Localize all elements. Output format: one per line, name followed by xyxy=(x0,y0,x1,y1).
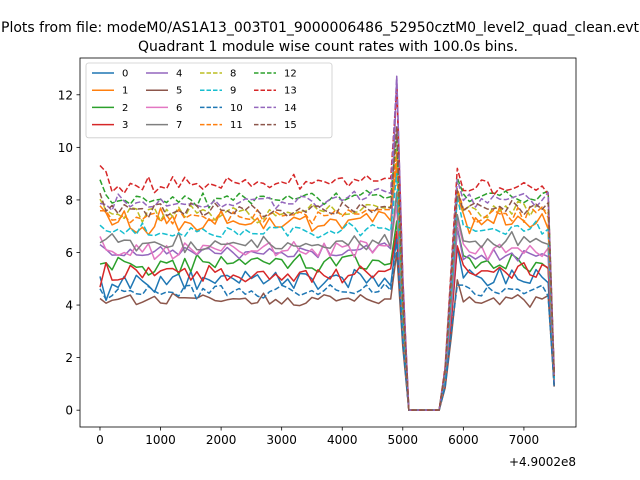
plot-frame xyxy=(79,57,577,428)
x-tick-label: 0 xyxy=(96,433,104,447)
series-line-11 xyxy=(99,151,555,411)
legend-label-8: 8 xyxy=(230,69,236,80)
series-line-6 xyxy=(99,204,555,411)
series-line-0 xyxy=(99,235,555,411)
x-tick-label: 5000 xyxy=(388,433,419,447)
x-offset-label: +4.9002e8 xyxy=(509,455,576,469)
series-line-3 xyxy=(99,230,555,411)
y-tick-label: 12 xyxy=(58,88,73,102)
legend-label-12: 12 xyxy=(284,69,297,80)
figure-suptitle: Plots from file: modeM0/AS1A13_003T01_90… xyxy=(1,20,639,36)
legend-label-14: 14 xyxy=(284,103,297,114)
x-tick-label: 4000 xyxy=(327,433,358,447)
chart-title: Quadrant 1 module wise count rates with … xyxy=(138,39,518,55)
x-tick-label: 3000 xyxy=(266,433,297,447)
series-line-1 xyxy=(99,162,555,411)
y-tick-label: 8 xyxy=(65,193,73,207)
legend-label-3: 3 xyxy=(122,120,128,131)
series-line-2 xyxy=(99,220,555,411)
legend-label-11: 11 xyxy=(230,120,243,131)
legend-label-1: 1 xyxy=(122,86,128,97)
legend-label-10: 10 xyxy=(230,103,243,114)
legend-label-7: 7 xyxy=(176,120,182,131)
series-line-5 xyxy=(99,251,555,411)
x-tick-label: 7000 xyxy=(509,433,540,447)
y-tick-label: 6 xyxy=(65,246,73,260)
x-tick-label: 6000 xyxy=(448,433,479,447)
x-axis: 0 1000 2000 3000 4000 5000 6000 7000 xyxy=(96,427,539,447)
y-axis: 0 2 4 6 8 10 12 xyxy=(58,88,80,418)
series-line-15 xyxy=(99,125,555,411)
series-line-13 xyxy=(99,86,555,411)
legend-label-4: 4 xyxy=(176,69,182,80)
x-tick-label: 2000 xyxy=(206,433,237,447)
legend-label-5: 5 xyxy=(176,86,182,97)
legend-label-15: 15 xyxy=(284,120,297,131)
legend-label-13: 13 xyxy=(284,86,297,97)
series-line-7 xyxy=(99,191,555,411)
y-tick-label: 10 xyxy=(58,141,73,155)
legend-box xyxy=(85,62,333,139)
y-tick-label: 2 xyxy=(65,351,73,365)
series-lines xyxy=(99,75,555,411)
legend-label-9: 9 xyxy=(230,86,236,97)
x-tick-label: 1000 xyxy=(145,433,176,447)
legend-label-6: 6 xyxy=(176,103,182,114)
series-line-14 xyxy=(99,75,555,411)
legend-label-0: 0 xyxy=(122,69,128,80)
legend-label-2: 2 xyxy=(122,103,128,114)
y-tick-label: 4 xyxy=(65,299,73,313)
series-line-12 xyxy=(99,133,555,411)
series-line-9 xyxy=(99,172,555,411)
series-line-10 xyxy=(99,238,555,411)
y-tick-label: 0 xyxy=(65,404,73,418)
